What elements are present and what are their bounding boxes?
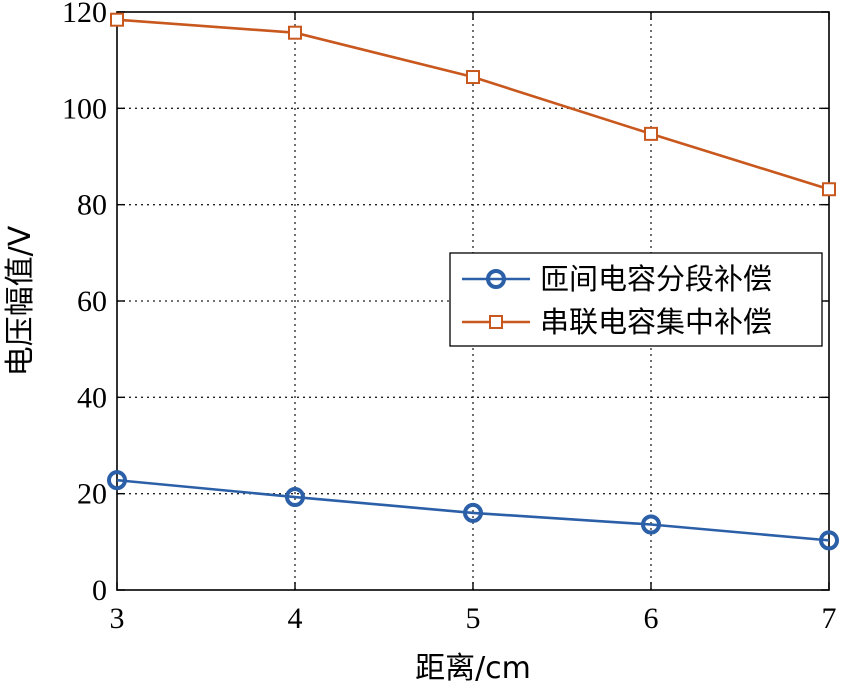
series-2-point [110,12,124,27]
legend-label-series-1: 匝间电容分段补偿 [540,262,772,296]
legend-marker-series-2 [489,315,503,329]
x-axis-label: 距离/cm [415,651,531,686]
axis-ticks: 3 4 5 6 7 0 20 40 60 80 100 120 [62,0,837,635]
y-tick-label: 60 [77,285,107,318]
series-1-point [463,502,483,523]
y-tick-label: 20 [77,478,107,511]
x-tick-label: 6 [644,602,659,635]
legend-box [449,252,823,347]
y-tick-label: 120 [62,0,107,29]
y-axis-label: 电压幅值/V [3,225,38,376]
series-1-point [285,487,305,508]
x-tick-label: 4 [288,602,303,635]
x-tick-label: 3 [110,602,125,635]
series-1-point [641,514,661,535]
x-tick-label: 5 [466,602,481,635]
legend-label-series-2: 串联电容集中补偿 [540,305,772,339]
series-2-point [822,182,836,197]
legend-marker-series-1 [486,269,506,289]
series-layer [107,12,839,551]
series-2-point [644,126,658,141]
series-1-point [819,530,839,551]
series-1-point [107,470,127,491]
series-2-point [288,25,302,40]
y-tick-label: 100 [62,92,107,125]
series-2-point [466,70,480,85]
x-tick-label: 7 [822,602,837,635]
legend: 匝间电容分段补偿 串联电容集中补偿 [449,252,823,347]
y-tick-label: 80 [77,189,107,222]
y-tick-label: 40 [77,381,107,414]
series-1-line [116,478,830,542]
y-tick-label: 0 [92,574,107,607]
